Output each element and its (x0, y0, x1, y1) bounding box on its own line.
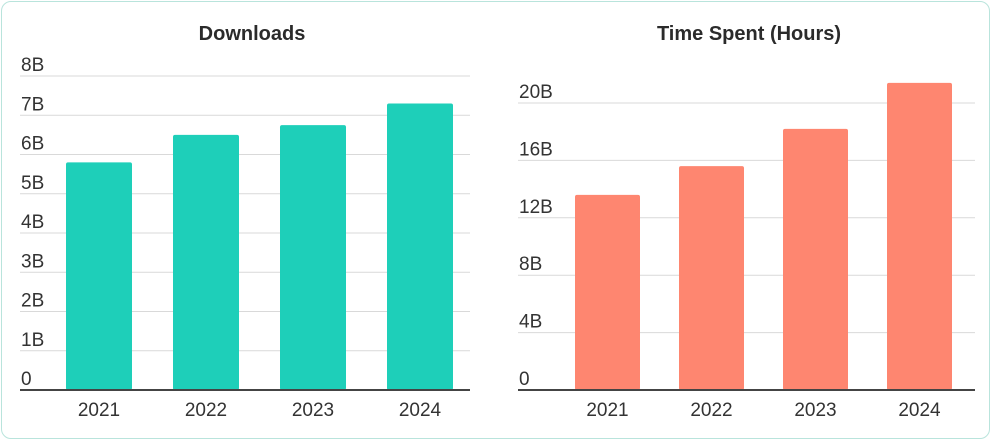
time-spent-y-tick-label: 20B (519, 82, 553, 103)
downloads-y-tick-label: 5B (21, 173, 44, 194)
time-spent-bar-2021 (575, 194, 640, 390)
downloads-y-tick-label: 1B (21, 330, 44, 351)
time-spent-y-tick-label: 4B (519, 312, 542, 333)
downloads-bar-2024 (387, 103, 453, 390)
time-spent-x-tick-label: 2022 (690, 400, 732, 421)
time-spent-y-tick-label: 0 (519, 369, 530, 390)
time-spent-bar-2022 (679, 166, 744, 390)
time-spent-chart-title: Time Spent (Hours) (657, 23, 841, 45)
downloads-bar-2021 (66, 162, 132, 390)
time-spent-y-tick-label: 12B (519, 197, 553, 218)
downloads-x-tick-label: 2021 (78, 400, 120, 421)
downloads-y-tick-label: 3B (21, 251, 44, 272)
downloads-y-tick-label: 7B (21, 94, 44, 115)
downloads-x-tick-label: 2023 (292, 400, 334, 421)
time-spent-x-tick-label: 2023 (794, 400, 836, 421)
downloads-chart: Downloads 0 1B 2B 3B 4B 5B 6B 7B 8B 2021 2022 2023 2… (20, 23, 470, 421)
time-spent-bar-2024 (887, 82, 952, 390)
downloads-x-tick-label: 2022 (185, 400, 227, 421)
time-spent-bar-2023 (783, 128, 848, 390)
downloads-y-tick-label: 4B (21, 212, 44, 233)
time-spent-y-tick-label: 16B (519, 139, 553, 160)
downloads-bar-2022 (173, 134, 239, 390)
downloads-chart-title: Downloads (199, 23, 306, 45)
downloads-bar-2023 (280, 125, 346, 390)
time-spent-chart: Time Spent (Hours) 0 4B 8B 12B 16B 20B 2021 202… (518, 23, 975, 421)
time-spent-y-tick-label: 8B (519, 254, 542, 275)
time-spent-x-tick-label: 2021 (586, 400, 628, 421)
downloads-y-tick-label: 6B (21, 134, 44, 155)
downloads-y-tick-label: 0 (21, 369, 32, 390)
time-spent-x-tick-label: 2024 (898, 400, 941, 421)
downloads-y-tick-label: 2B (21, 291, 44, 312)
downloads-x-tick-label: 2024 (399, 400, 442, 421)
downloads-y-tick-label: 8B (21, 55, 44, 76)
